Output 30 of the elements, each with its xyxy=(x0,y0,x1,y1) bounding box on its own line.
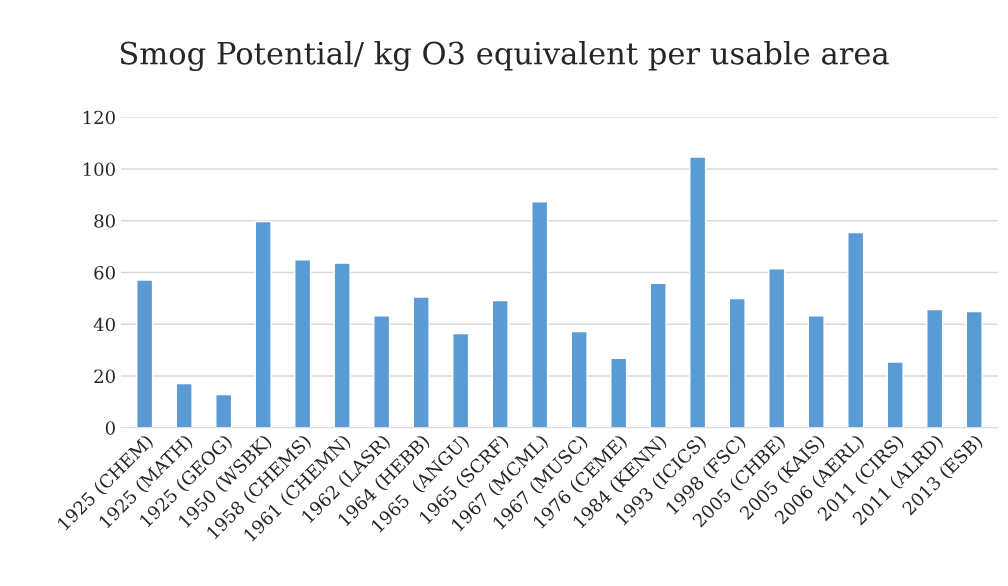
y-tick-label: 60 xyxy=(94,265,115,280)
bar xyxy=(452,332,470,428)
bar xyxy=(373,315,391,428)
bar xyxy=(728,297,746,428)
bar xyxy=(333,262,351,428)
bar xyxy=(136,279,154,428)
bar xyxy=(649,282,667,428)
bar xyxy=(491,299,509,428)
bar xyxy=(610,357,628,428)
bar xyxy=(412,296,430,428)
bar xyxy=(965,310,983,428)
y-tick-label: 80 xyxy=(94,214,115,228)
bar xyxy=(689,156,707,428)
chart-title: Smog Potential/ kg O3 equivalent per usable area xyxy=(120,41,889,72)
y-tick-label: 20 xyxy=(94,369,115,384)
bar xyxy=(768,268,786,428)
y-tick-label: 40 xyxy=(93,317,115,332)
bar xyxy=(254,220,272,428)
bar xyxy=(570,330,588,428)
bar xyxy=(926,308,944,428)
bar xyxy=(531,201,549,428)
bar xyxy=(886,361,904,428)
bar xyxy=(807,315,825,428)
bar xyxy=(294,259,312,428)
bar xyxy=(215,393,233,428)
y-tick-label: 100 xyxy=(83,162,115,177)
bar xyxy=(847,231,865,428)
y-tick-label: 120 xyxy=(83,110,115,125)
bar xyxy=(175,382,193,428)
y-tick-label: 0 xyxy=(105,421,115,435)
